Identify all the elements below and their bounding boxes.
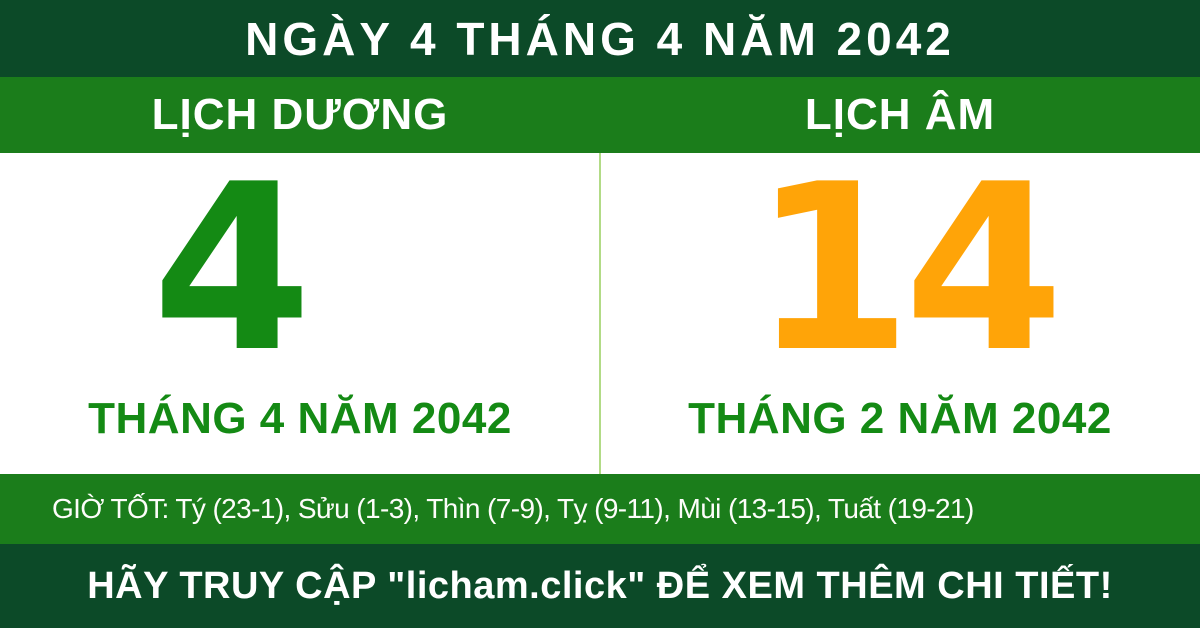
main-header: NGÀY 4 THÁNG 4 NĂM 2042: [0, 0, 1200, 77]
solar-month-year: THÁNG 4 NĂM 2042: [88, 394, 512, 443]
lunar-month-year: THÁNG 2 NĂM 2042: [688, 394, 1112, 443]
calendar-type-bar: LỊCH DƯƠNG LỊCH ÂM: [0, 77, 1200, 153]
footer-bar: HÃY TRUY CẬP "licham.click" ĐỂ XEM THÊM …: [0, 544, 1200, 628]
calendar-panels: 4 THÁNG 4 NĂM 2042 14 THÁNG 2 NĂM 2042: [0, 153, 1200, 474]
solar-day-number: 4: [152, 136, 312, 403]
lunar-panel: 14 THÁNG 2 NĂM 2042: [600, 153, 1200, 474]
lunar-day-number: 14: [752, 136, 1064, 403]
footer-cta: HÃY TRUY CẬP "licham.click" ĐỂ XEM THÊM …: [87, 564, 1113, 607]
panel-divider: [599, 153, 601, 474]
date-title: NGÀY 4 THÁNG 4 NĂM 2042: [245, 12, 955, 65]
lunar-calendar-header: LỊCH ÂM: [804, 90, 996, 139]
solar-panel: 4 THÁNG 4 NĂM 2042: [0, 153, 600, 474]
good-hours-text: GIỜ TỐT: Tý (23-1), Sửu (1-3), Thìn (7-9…: [52, 493, 974, 524]
good-hours-bar: GIỜ TỐT: Tý (23-1), Sửu (1-3), Thìn (7-9…: [0, 474, 1200, 544]
solar-calendar-header: LỊCH DƯƠNG: [151, 90, 449, 139]
